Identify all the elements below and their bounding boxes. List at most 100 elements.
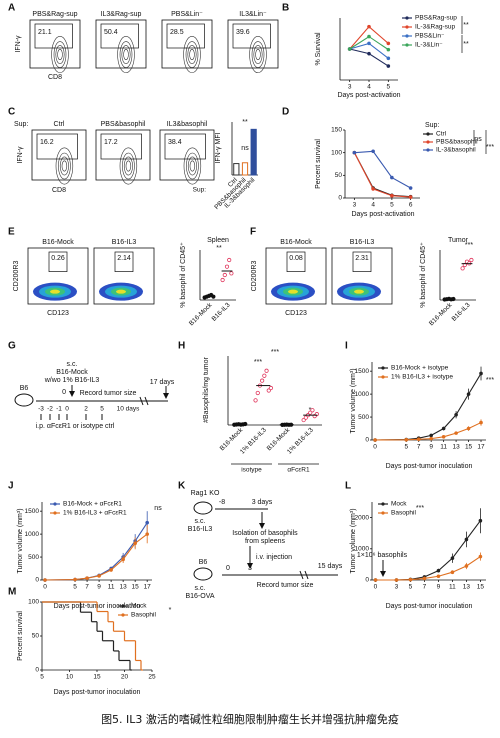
label: Record tumor size [257, 582, 314, 589]
annotation: *** [486, 377, 494, 384]
x-tick-label: 5 [387, 84, 391, 91]
data-point [436, 574, 441, 579]
y-tick-label: 0 [365, 437, 369, 444]
label: -8 [219, 499, 225, 506]
legend-marker [53, 502, 57, 506]
axis-label: CD8 [52, 187, 66, 194]
plot-title: B16-Mock [280, 239, 312, 246]
axis-label: CD123 [47, 310, 69, 317]
y-tick-label: 500 [28, 554, 39, 561]
data-point [308, 410, 313, 415]
legend-label: PBS&basophil [436, 139, 478, 146]
legend-label: B16-Mock + isotype [391, 365, 449, 372]
legend-marker [121, 604, 125, 608]
series-line [44, 522, 148, 581]
data-point [260, 378, 265, 383]
series-line [44, 533, 148, 581]
y-tick-label: 2000 [355, 514, 370, 521]
gate-value: 2.31 [355, 255, 369, 262]
annotation: ns [154, 505, 162, 512]
axis-label: Percent survival [17, 611, 24, 661]
legend-marker [53, 511, 57, 515]
legend-marker [405, 34, 409, 38]
x-tick-label: 0 [374, 584, 378, 591]
contour [189, 49, 195, 61]
gate-value: 38.4 [168, 139, 182, 146]
legend-marker [426, 132, 430, 136]
axis-label: IFN-γ [17, 146, 24, 164]
data-point [121, 557, 125, 562]
legend-label: 1% B16-IL3 + isotype [391, 374, 453, 381]
data-point [73, 577, 77, 582]
y-tick-label: 0 [365, 577, 369, 584]
label: i.p. αFcεR1 or isotype ctrl [36, 423, 115, 430]
x-tick-label: B16-IL3 [211, 301, 232, 322]
x-tick-label: 7 [417, 444, 421, 451]
x-tick-label: 3 [395, 584, 399, 591]
contour [121, 45, 131, 64]
break [139, 396, 149, 406]
axis-label: IFN-γ MFI [215, 132, 222, 163]
x-tick-label: 3 [348, 84, 352, 91]
data-point [310, 408, 315, 413]
annotation: * [309, 407, 312, 414]
y-tick-label: 1500 [25, 508, 40, 515]
contour [117, 36, 135, 74]
data-point [386, 41, 391, 46]
contour [187, 156, 197, 176]
x-tick-label: 11 [108, 584, 115, 591]
legend-label: Basophil [391, 510, 416, 517]
density [288, 289, 298, 294]
data-point [390, 175, 394, 180]
gate [34, 23, 73, 49]
label: s.c. [195, 585, 206, 592]
contour [58, 152, 71, 180]
label: Sup: [14, 121, 28, 128]
y-tick-label: 1000 [25, 531, 40, 538]
x-tick-label: 13 [120, 584, 128, 591]
data-point [262, 373, 267, 378]
label: B16-OVA [185, 593, 214, 600]
label: 15 days [318, 563, 343, 570]
series-line [375, 556, 481, 581]
annotation: ns [474, 136, 482, 143]
data-point [145, 520, 149, 525]
legend-marker [405, 25, 409, 29]
annotation: *** [271, 349, 279, 356]
data-point [347, 47, 352, 51]
density [354, 289, 364, 294]
panel-letter: K [178, 481, 186, 492]
panel-letter: H [178, 341, 185, 352]
x-tick-label: 17 [477, 444, 485, 451]
data-point [373, 578, 378, 582]
group-label: isotype [241, 467, 262, 474]
x-tick-label: 15 [132, 584, 140, 591]
annotation: *** [254, 359, 262, 366]
plot-title: B16-Mock [42, 239, 74, 246]
data-point [441, 426, 446, 431]
axis-label: Tumor volume (mm³) [350, 508, 357, 573]
data-point [478, 554, 483, 559]
x-tick-label: 5 [40, 674, 44, 681]
bar [250, 128, 257, 176]
data-point [422, 576, 427, 581]
axis-label: Percent survival [315, 139, 322, 189]
legend-label: PBS&Rag-sup [415, 15, 457, 22]
label: s.c. [195, 518, 206, 525]
legend-label: IL-3&Lin⁻ [415, 42, 443, 49]
data-point [469, 257, 474, 263]
axis-label: Days post-activation [337, 92, 400, 99]
y-tick-label: 500 [358, 414, 369, 421]
panel-letter: D [282, 107, 289, 118]
annotation: *** [465, 242, 473, 249]
label: B16-Mock [56, 369, 88, 376]
data-point [301, 417, 306, 423]
x-tick-label: 9 [429, 444, 433, 451]
axis-label: % basophil of CD45⁺ [420, 242, 427, 308]
y-tick-label: 0 [35, 577, 39, 584]
x-tick-label: 11 [440, 444, 447, 451]
panel-letter: I [345, 341, 348, 352]
legend-label: IL-3&Rag-sup [415, 24, 455, 31]
data-point [367, 34, 371, 39]
